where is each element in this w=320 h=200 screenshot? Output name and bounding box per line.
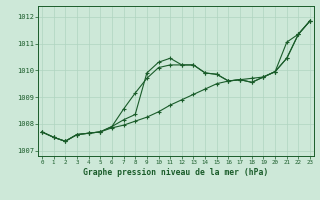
- X-axis label: Graphe pression niveau de la mer (hPa): Graphe pression niveau de la mer (hPa): [84, 168, 268, 177]
